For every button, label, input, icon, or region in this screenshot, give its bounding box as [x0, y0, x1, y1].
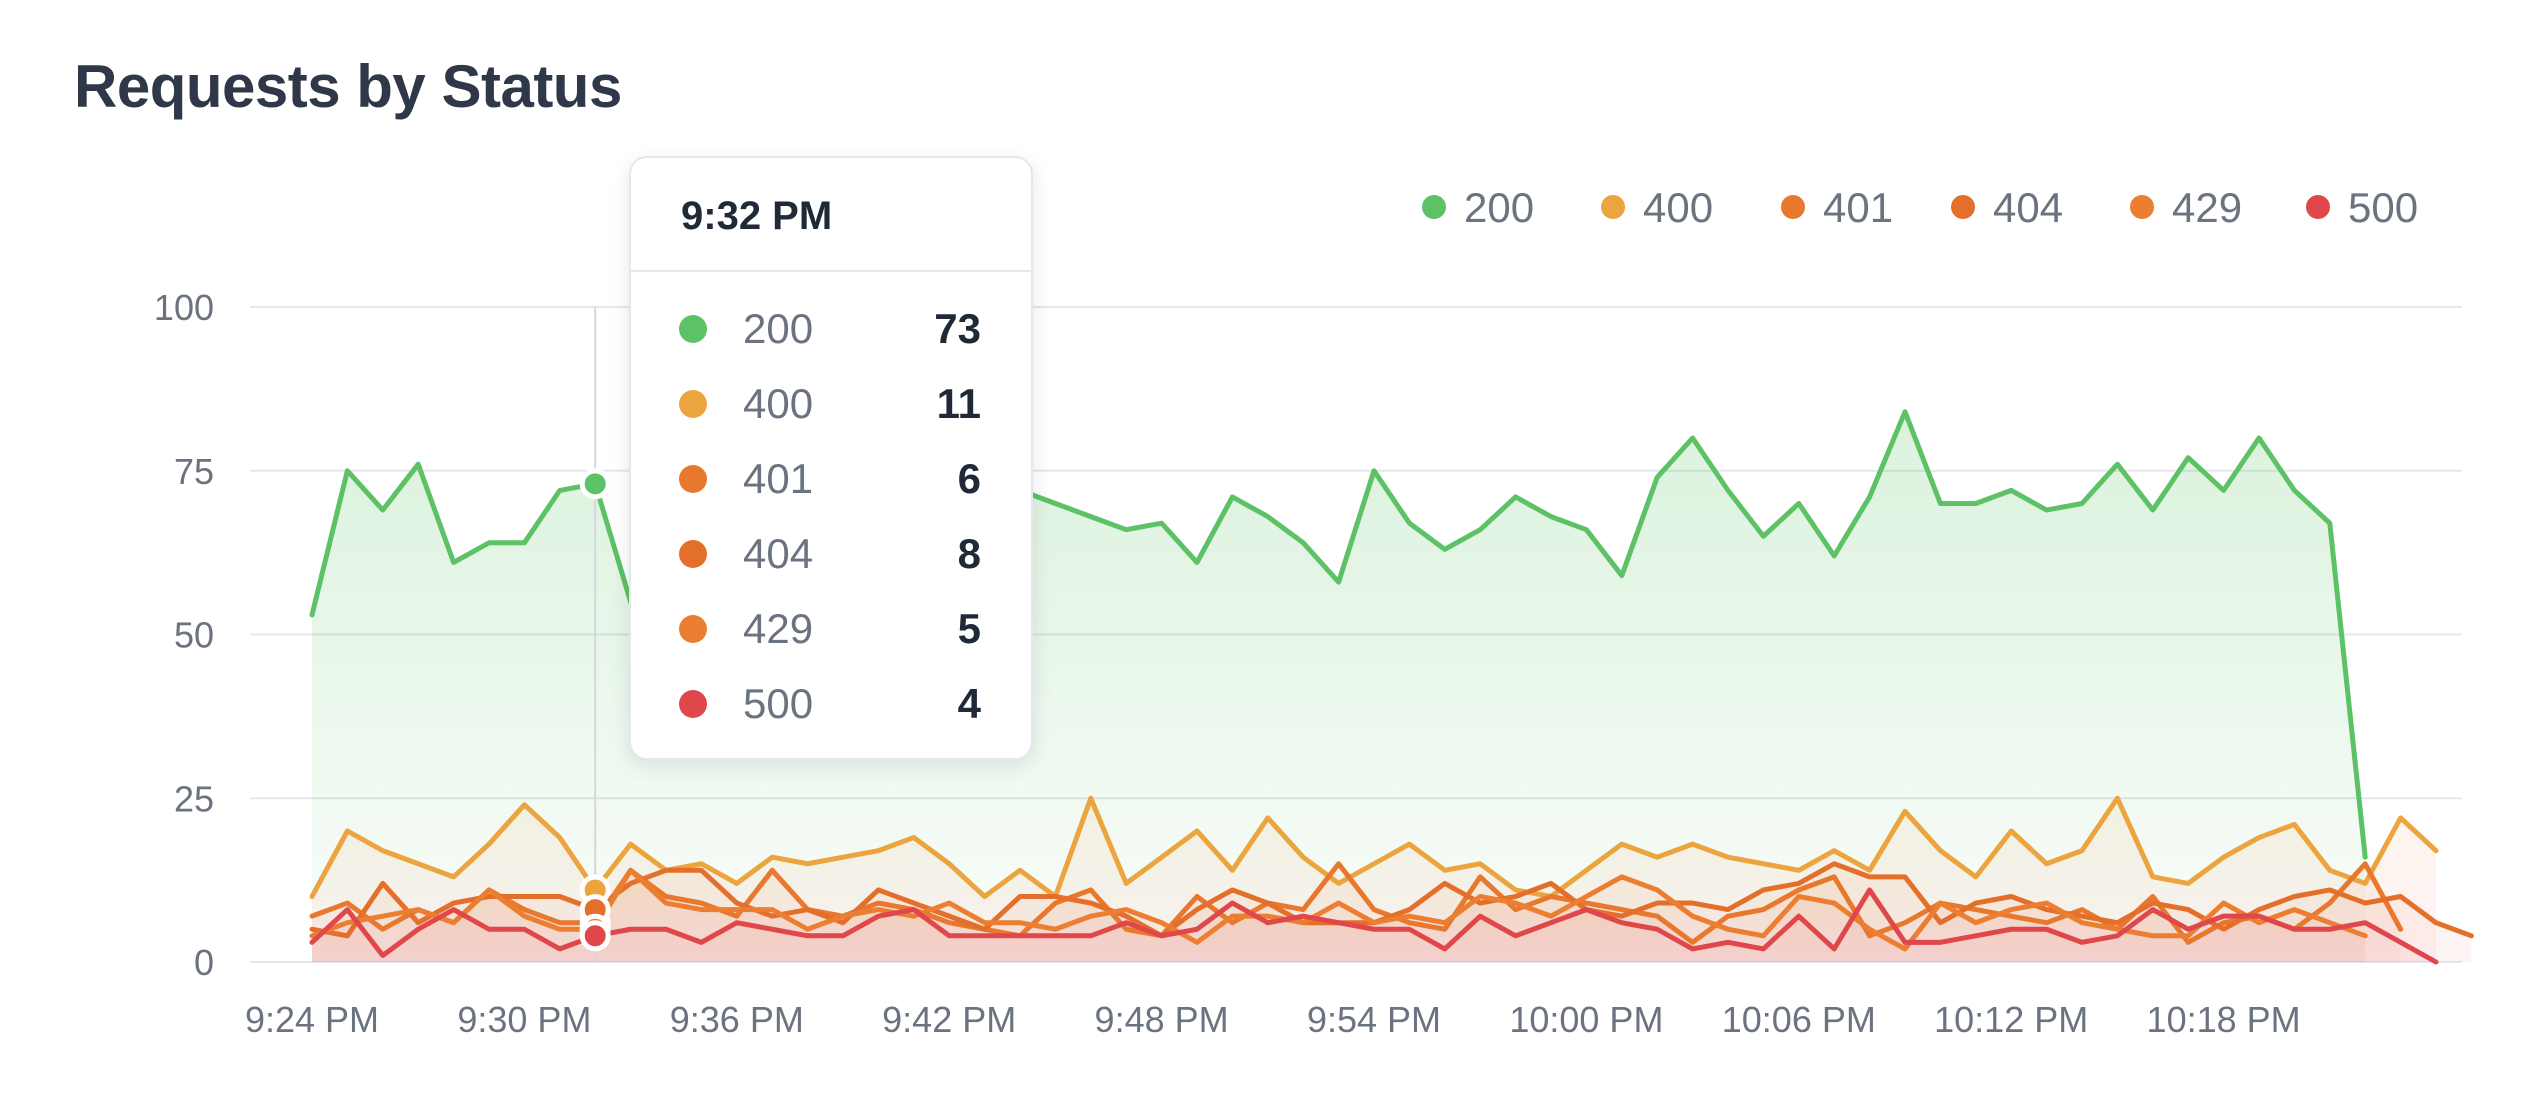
legend-label: 404: [1993, 184, 2063, 231]
tooltip-row-429: 429 5: [631, 592, 1031, 666]
legend-item-401[interactable]: 401: [1781, 184, 1893, 231]
y-axis: 0 25 50 75 100: [154, 287, 214, 983]
legend-item-400[interactable]: 400: [1601, 184, 1713, 231]
tooltip-value: 5: [957, 605, 981, 652]
hover-tooltip: 9:32 PM 200 73 400 11 401 6 404 8 429 5 500 4: [629, 156, 1033, 760]
y-tick-label: 50: [174, 615, 214, 656]
tooltip-value: 4: [957, 680, 981, 727]
tooltip-label: 404: [743, 530, 814, 577]
legend-item-429[interactable]: 429: [2130, 184, 2242, 231]
legend-swatch: [1781, 195, 1805, 219]
legend-label: 200: [1464, 184, 1534, 231]
marker-500: [579, 920, 611, 952]
x-tick-label: 9:36 PM: [670, 999, 804, 1040]
x-tick-label: 10:00 PM: [1509, 999, 1663, 1040]
series-line-404: [309, 861, 2474, 939]
tooltip-row-200: 200 73: [631, 292, 1031, 366]
x-tick-label: 10:12 PM: [1934, 999, 2088, 1040]
series-line-500: [309, 887, 2439, 965]
tooltip-label: 429: [743, 605, 814, 652]
y-tick-label: 25: [174, 778, 214, 819]
legend-label: 401: [1823, 184, 1893, 231]
tooltip-label: 500: [743, 680, 814, 727]
marker-200: [579, 468, 611, 500]
tooltip-time: 9:32 PM: [631, 158, 1031, 272]
x-axis: 9:24 PM 9:30 PM 9:36 PM 9:42 PM 9:48 PM 9:54 …: [245, 999, 2301, 1040]
tooltip-label: 401: [743, 455, 814, 502]
series-line-401: [309, 861, 2404, 945]
legend-label: 500: [2348, 184, 2418, 231]
hover-markers: [579, 468, 611, 952]
tooltip-swatch: [679, 690, 707, 718]
legend-swatch: [1601, 195, 1625, 219]
tooltip-swatch: [679, 390, 707, 418]
x-tick-label: 10:06 PM: [1722, 999, 1876, 1040]
tooltip-swatch: [679, 615, 707, 643]
x-tick-label: 9:48 PM: [1095, 999, 1229, 1040]
legend-swatch: [2130, 195, 2154, 219]
tooltip-value: 73: [934, 305, 981, 352]
tooltip-value: 8: [957, 530, 981, 577]
legend-swatch: [1422, 195, 1446, 219]
chart-title: Requests by Status: [74, 53, 622, 120]
tooltip-label: 400: [743, 380, 814, 427]
x-tick-label: 9:24 PM: [245, 999, 379, 1040]
legend[interactable]: 200 400 401 404 429 500: [1422, 184, 2418, 231]
x-tick-label: 9:42 PM: [882, 999, 1016, 1040]
legend-item-500[interactable]: 500: [2306, 184, 2418, 231]
x-tick-label: 10:18 PM: [2147, 999, 2301, 1040]
tooltip-row-401: 401 6: [631, 442, 1031, 516]
legend-swatch: [1951, 195, 1975, 219]
tooltip-row-500: 500 4: [631, 667, 1031, 741]
y-tick-label: 0: [194, 942, 214, 983]
y-tick-label: 75: [174, 451, 214, 492]
tooltip-swatch: [679, 540, 707, 568]
tooltip-label: 200: [743, 305, 814, 352]
legend-label: 400: [1643, 184, 1713, 231]
y-tick-label: 100: [154, 287, 214, 328]
tooltip-swatch: [679, 465, 707, 493]
tooltip-row-400: 400 11: [631, 367, 1031, 441]
legend-item-404[interactable]: 404: [1951, 184, 2063, 231]
tooltip-swatch: [679, 315, 707, 343]
x-tick-label: 9:54 PM: [1307, 999, 1441, 1040]
tooltip-value: 6: [957, 455, 981, 502]
x-tick-label: 9:30 PM: [457, 999, 591, 1040]
legend-item-200[interactable]: 200: [1422, 184, 1534, 231]
tooltip-value: 11: [936, 380, 981, 427]
legend-swatch: [2306, 195, 2330, 219]
tooltip-row-404: 404 8: [631, 517, 1031, 591]
series-line-429: [309, 867, 2368, 952]
legend-label: 429: [2172, 184, 2242, 231]
